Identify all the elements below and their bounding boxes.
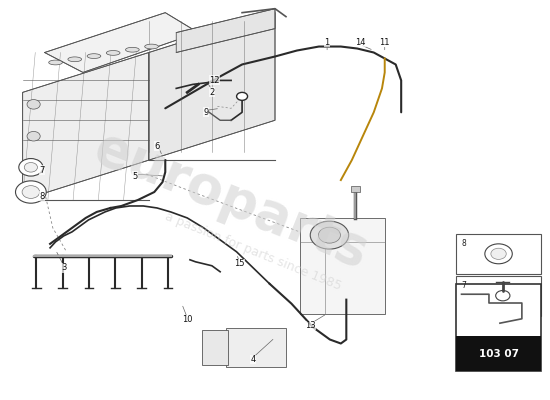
Circle shape [491, 248, 506, 259]
Ellipse shape [87, 54, 101, 58]
Bar [351, 186, 360, 192]
FancyBboxPatch shape [226, 328, 286, 368]
Circle shape [15, 181, 46, 203]
Text: 8: 8 [461, 239, 466, 248]
Circle shape [27, 100, 40, 109]
FancyBboxPatch shape [202, 330, 228, 365]
Text: 9: 9 [204, 108, 209, 117]
Circle shape [310, 221, 349, 249]
Text: 103 07: 103 07 [478, 349, 519, 359]
Circle shape [236, 92, 248, 100]
Polygon shape [45, 13, 198, 72]
Circle shape [19, 158, 43, 176]
Text: 3: 3 [61, 263, 67, 272]
Circle shape [27, 163, 40, 173]
Circle shape [27, 132, 40, 141]
Circle shape [318, 227, 340, 243]
Text: 13: 13 [305, 321, 316, 330]
Text: 14: 14 [355, 38, 365, 47]
FancyBboxPatch shape [300, 218, 384, 314]
Text: 1: 1 [324, 38, 330, 47]
Bar [456, 336, 541, 372]
Ellipse shape [49, 60, 62, 65]
Circle shape [485, 244, 512, 264]
Circle shape [496, 290, 510, 301]
Text: a passion for parts since 1985: a passion for parts since 1985 [163, 210, 343, 293]
Text: 12: 12 [210, 76, 220, 85]
Text: europarts: europarts [86, 121, 376, 279]
Bar [456, 276, 541, 316]
Text: 4: 4 [250, 355, 256, 364]
Polygon shape [149, 13, 275, 160]
Polygon shape [176, 9, 275, 52]
Text: 7: 7 [39, 166, 45, 175]
Text: 11: 11 [379, 38, 390, 47]
Ellipse shape [68, 57, 81, 62]
Ellipse shape [106, 50, 120, 55]
Text: 10: 10 [182, 315, 192, 324]
Text: 7: 7 [461, 280, 466, 290]
Text: 8: 8 [39, 192, 45, 200]
Ellipse shape [145, 44, 158, 49]
Text: 6: 6 [155, 142, 159, 151]
Ellipse shape [125, 47, 139, 52]
Text: 15: 15 [234, 259, 245, 268]
Circle shape [22, 186, 40, 198]
Text: 2: 2 [210, 88, 215, 97]
Bar [456, 284, 541, 372]
Circle shape [24, 162, 37, 172]
Polygon shape [23, 52, 149, 200]
Text: 5: 5 [133, 172, 138, 180]
Bar [456, 234, 541, 274]
